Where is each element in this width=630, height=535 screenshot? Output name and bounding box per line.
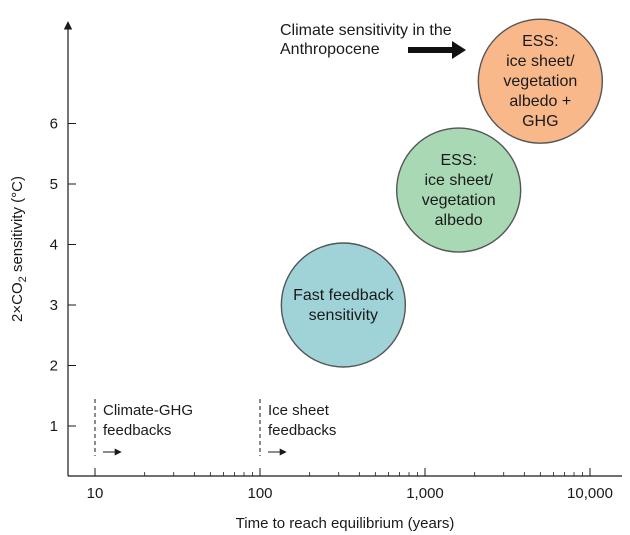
y-tick-label-5: 6 xyxy=(50,116,58,133)
bubble-label-ess-albedo: albedo xyxy=(435,212,483,229)
bubble-label-ess-albedo-ghg: albedo + xyxy=(509,93,571,110)
y-axis-label-part: sensitivity (°C) xyxy=(9,176,26,276)
y-axis-label-part: 2 xyxy=(17,276,29,282)
bubble-label-ess-albedo: ESS: xyxy=(440,152,476,169)
y-tick-label-1: 2 xyxy=(50,358,58,375)
x-tick-label-2: 1,000 xyxy=(406,485,444,502)
bubble-ess-albedo-ghg xyxy=(477,18,604,144)
bubble-ess-albedo xyxy=(395,127,522,253)
labels: Climate-GHG feedbacks Ice sheet feedbacks Cl… xyxy=(94,22,466,456)
bubble-fast-feedback xyxy=(280,242,407,368)
y-tick-label-2: 3 xyxy=(50,297,58,314)
x-tick-label-1: 100 xyxy=(247,485,272,502)
anthropocene-label-line: Climate sensitivity in the xyxy=(280,22,452,39)
bubble-label-ess-albedo-ghg: vegetation xyxy=(503,73,577,90)
annotation-text-ice-sheet-feedbacks: feedbacks xyxy=(268,422,336,439)
y-axis-label: 2×CO2 sensitivity (°C) xyxy=(9,176,29,322)
bubble-label-ess-albedo-ghg: ice sheet/ xyxy=(506,53,575,70)
bubble-label-ess-albedo: vegetation xyxy=(422,192,496,209)
x-axis-label: Time to reach equilibrium (years) xyxy=(236,515,455,532)
annotation-text-ice-sheet-feedbacks: Ice sheet xyxy=(268,402,330,419)
x-tick-label-3: 10,000 xyxy=(567,485,613,502)
annotation-text-climate-ghg-feedbacks: feedbacks xyxy=(103,422,171,439)
annotation-text-climate-ghg-feedbacks: Climate-GHG xyxy=(103,402,193,419)
bubble-label-fast-feedback: Fast feedback xyxy=(293,287,395,304)
bubbles: Fast feedback sensitivity ESS: ice sheet/ve… xyxy=(280,18,604,368)
bubble-label-ess-albedo: ice sheet/ xyxy=(424,172,493,189)
bubble-label-fast-feedback: sensitivity xyxy=(309,307,378,324)
y-tick-label-4: 5 xyxy=(50,176,58,193)
anthropocene-label-line: Anthropocene xyxy=(280,41,380,58)
bubble-label-ess-albedo-ghg: GHG xyxy=(522,113,558,130)
x-tick-label-0: 10 xyxy=(87,485,104,502)
y-tick-label-3: 4 xyxy=(50,237,58,254)
y-tick-label-0: 1 xyxy=(50,418,58,435)
bubble-label-ess-albedo-ghg: ESS: xyxy=(522,33,558,50)
axes: 10 100 1,000 10,000 1 2 3 4 5 6 Time to reach equi… xyxy=(9,21,622,532)
y-axis-label-part: 2×CO xyxy=(9,282,26,322)
anthropocene-arrow xyxy=(408,41,466,59)
